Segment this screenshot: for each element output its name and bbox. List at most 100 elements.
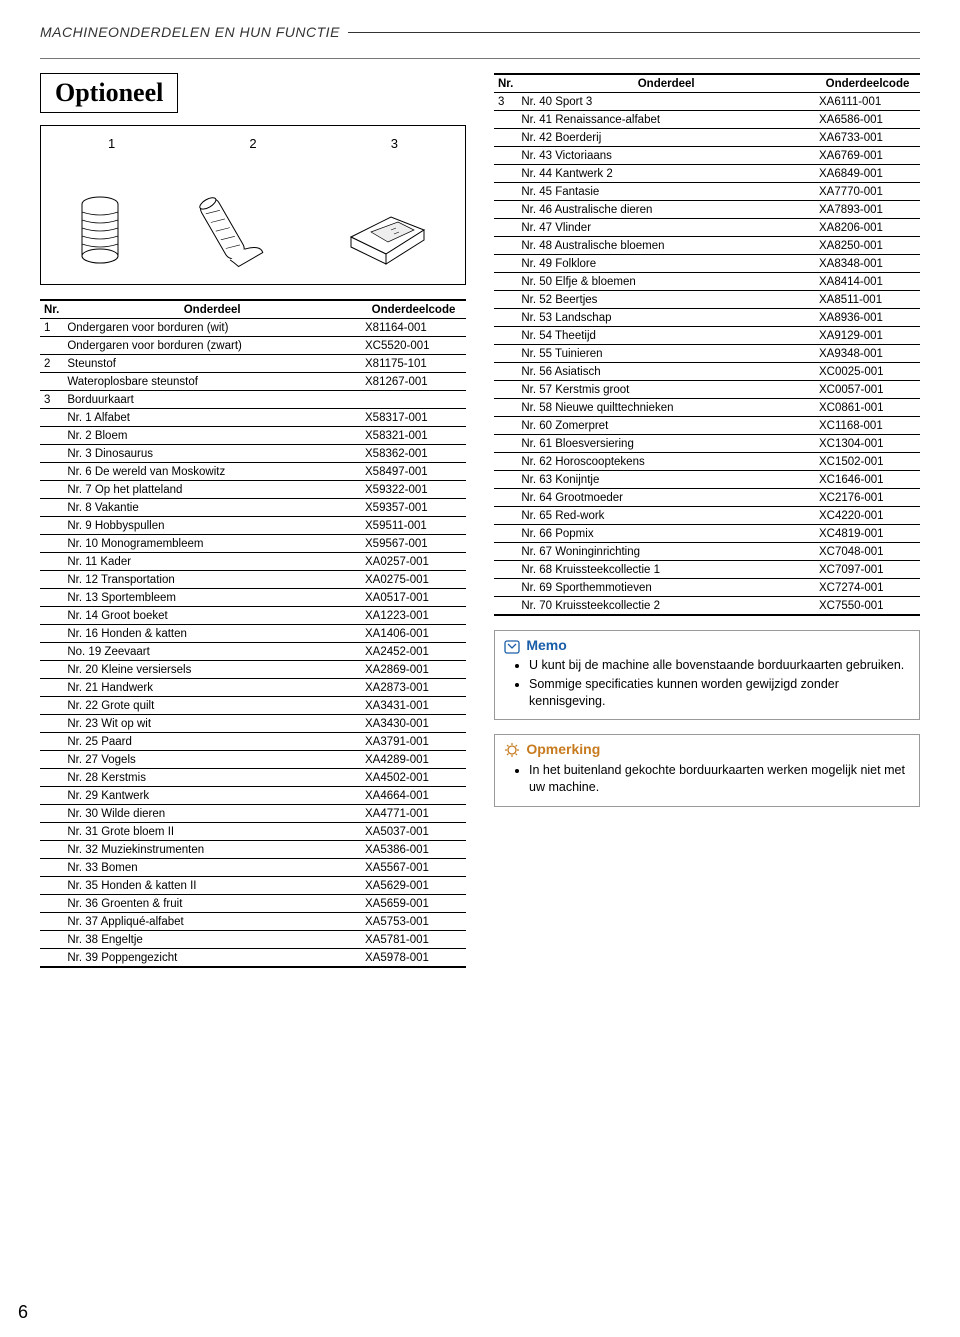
table-row: Nr. 57 Kerstmis grootXC0057-001	[494, 381, 920, 399]
cell-code: XC4220-001	[815, 507, 920, 525]
table-row: Nr. 33 BomenXA5567-001	[40, 859, 466, 877]
table-row: Nr. 36 Groenten & fruitXA5659-001	[40, 895, 466, 913]
cell-part: Nr. 65 Red-work	[517, 507, 815, 525]
table-row: Nr. 54 TheetijdXA9129-001	[494, 327, 920, 345]
table-row: Nr. 31 Grote bloem IIXA5037-001	[40, 823, 466, 841]
cell-part: Wateroplosbare steunstof	[63, 373, 361, 391]
cell-code: XA6586-001	[815, 111, 920, 129]
page-header: MACHINEONDERDELEN EN HUN FUNCTIE	[40, 24, 920, 40]
table-row: Nr. 2 BloemX58321-001	[40, 427, 466, 445]
cell-code: XA7770-001	[815, 183, 920, 201]
cell-nr	[494, 237, 517, 255]
cell-nr	[40, 517, 63, 535]
cell-code: XA6111-001	[815, 93, 920, 111]
cell-code: XC7550-001	[815, 597, 920, 616]
breadcrumb: MACHINEONDERDELEN EN HUN FUNCTIE	[40, 24, 340, 40]
table-header-row: Nr. Onderdeel Onderdeelcode	[494, 74, 920, 93]
cell-part: Nr. 31 Grote bloem II	[63, 823, 361, 841]
cell-nr	[40, 499, 63, 517]
cell-code: XA7893-001	[815, 201, 920, 219]
cell-nr	[40, 679, 63, 697]
table-row: Nr. 23 Wit op witXA3430-001	[40, 715, 466, 733]
cell-nr	[40, 427, 63, 445]
cell-code: X58321-001	[361, 427, 466, 445]
lightbulb-icon	[503, 742, 521, 760]
cell-code	[361, 391, 466, 409]
cell-part: Ondergaren voor borduren (wit)	[63, 319, 361, 337]
cell-code: XA9348-001	[815, 345, 920, 363]
table-row: Nr. 21 HandwerkXA2873-001	[40, 679, 466, 697]
table-row: Nr. 45 FantasieXA7770-001	[494, 183, 920, 201]
table-row: Nr. 67 WoninginrichtingXC7048-001	[494, 543, 920, 561]
table-row: Nr. 9 HobbyspullenX59511-001	[40, 517, 466, 535]
cell-code: XA4771-001	[361, 805, 466, 823]
table-row: No. 19 ZeevaartXA2452-001	[40, 643, 466, 661]
table-row: Nr. 38 EngeltjeXA5781-001	[40, 931, 466, 949]
cell-nr: 1	[40, 319, 63, 337]
cell-part: Nr. 52 Beertjes	[517, 291, 815, 309]
table-row: Nr. 50 Elfje & bloemenXA8414-001	[494, 273, 920, 291]
cell-part: Nr. 48 Australische bloemen	[517, 237, 815, 255]
cell-part: Nr. 38 Engeltje	[63, 931, 361, 949]
cell-code: XC0025-001	[815, 363, 920, 381]
cell-part: Nr. 9 Hobbyspullen	[63, 517, 361, 535]
cell-code: XA5753-001	[361, 913, 466, 931]
table-row: Nr. 37 Appliqué-alfabetXA5753-001	[40, 913, 466, 931]
table-row: Wateroplosbare steunstofX81267-001	[40, 373, 466, 391]
cell-part: Nr. 32 Muziekinstrumenten	[63, 841, 361, 859]
illustration-label-1: 1	[108, 136, 115, 151]
cell-part: Borduurkaart	[63, 391, 361, 409]
cell-part: Nr. 54 Theetijd	[517, 327, 815, 345]
cell-nr	[494, 309, 517, 327]
cell-code: XA6733-001	[815, 129, 920, 147]
illustration-label-3: 3	[391, 136, 398, 151]
cell-code: XC4819-001	[815, 525, 920, 543]
table-row: Nr. 16 Honden & kattenXA1406-001	[40, 625, 466, 643]
cell-part: Nr. 21 Handwerk	[63, 679, 361, 697]
table-row: Nr. 6 De wereld van MoskowitzX58497-001	[40, 463, 466, 481]
cell-part: Nr. 25 Paard	[63, 733, 361, 751]
cell-code: X58317-001	[361, 409, 466, 427]
table-row: Nr. 64 GrootmoederXC2176-001	[494, 489, 920, 507]
cell-part: Nr. 42 Boerderij	[517, 129, 815, 147]
thread-spool-icon	[70, 192, 130, 272]
table-row: Nr. 70 Kruissteekcollectie 2XC7550-001	[494, 597, 920, 616]
cell-code: XC1646-001	[815, 471, 920, 489]
opmerking-callout: Opmerking In het buitenland gekochte bor…	[494, 734, 920, 807]
header-rule	[348, 32, 920, 33]
cell-part: Nr. 12 Transportation	[63, 571, 361, 589]
memo-callout: Memo U kunt bij de machine alle bovensta…	[494, 630, 920, 720]
cell-code: XC0057-001	[815, 381, 920, 399]
cell-code: XC2176-001	[815, 489, 920, 507]
table-row: Nr. 8 VakantieX59357-001	[40, 499, 466, 517]
cell-nr	[40, 949, 63, 968]
cell-nr	[40, 589, 63, 607]
cell-code: XC0861-001	[815, 399, 920, 417]
cell-part: Nr. 45 Fantasie	[517, 183, 815, 201]
table-row: Nr. 10 MonogramembleemX59567-001	[40, 535, 466, 553]
left-column: Optioneel 1 2 3	[40, 73, 466, 968]
cell-part: Nr. 64 Grootmoeder	[517, 489, 815, 507]
cell-nr	[494, 111, 517, 129]
cell-code: XA4289-001	[361, 751, 466, 769]
cell-code: XC7274-001	[815, 579, 920, 597]
table-row: Nr. 30 Wilde dierenXA4771-001	[40, 805, 466, 823]
right-parts-table: Nr. Onderdeel Onderdeelcode 3Nr. 40 Spor…	[494, 73, 920, 616]
cell-nr	[494, 345, 517, 363]
cell-nr	[40, 697, 63, 715]
cell-nr	[40, 805, 63, 823]
cell-code: XA0517-001	[361, 589, 466, 607]
illustration-box: 1 2 3	[40, 125, 466, 285]
cell-code: XC7097-001	[815, 561, 920, 579]
table-row: Nr. 27 VogelsXA4289-001	[40, 751, 466, 769]
cell-part: Nr. 56 Asiatisch	[517, 363, 815, 381]
table-row: Nr. 53 LandschapXA8936-001	[494, 309, 920, 327]
table-row: Nr. 39 PoppengezichtXA5978-001	[40, 949, 466, 968]
list-item: In het buitenland gekochte borduurkaarte…	[529, 762, 911, 796]
cell-nr	[494, 129, 517, 147]
cell-part: Nr. 63 Konijntje	[517, 471, 815, 489]
cell-nr	[40, 733, 63, 751]
table-row: Nr. 55 TuinierenXA9348-001	[494, 345, 920, 363]
cell-nr	[40, 553, 63, 571]
cell-part: Nr. 8 Vakantie	[63, 499, 361, 517]
